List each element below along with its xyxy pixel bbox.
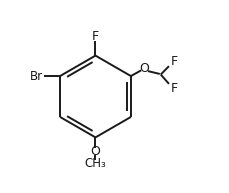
Text: O: O: [140, 62, 150, 75]
Text: Br: Br: [30, 69, 43, 83]
Text: O: O: [90, 145, 100, 158]
Text: CH₃: CH₃: [85, 157, 106, 170]
Text: F: F: [92, 30, 99, 42]
Text: F: F: [171, 55, 178, 68]
Text: F: F: [171, 82, 178, 95]
